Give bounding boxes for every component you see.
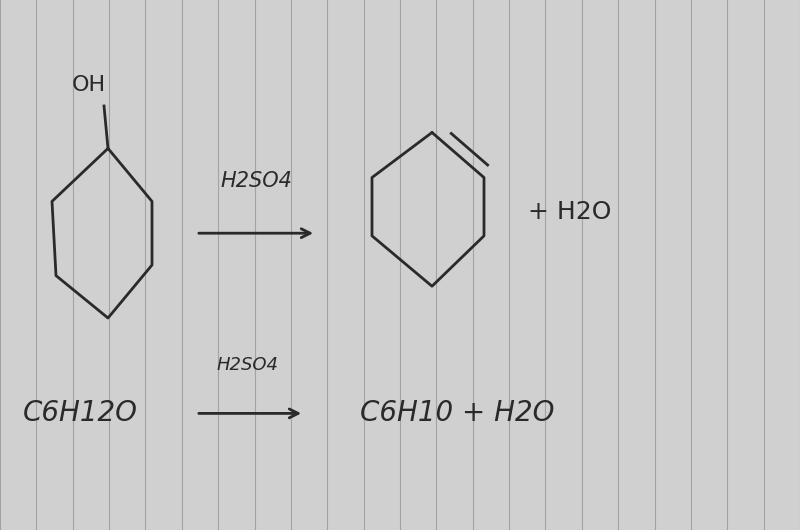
Text: + H2O: + H2O: [528, 200, 611, 224]
Text: H2SO4: H2SO4: [217, 356, 279, 374]
Text: C6H12O: C6H12O: [22, 400, 138, 427]
Text: H2SO4: H2SO4: [220, 171, 292, 191]
Text: C6H10 + H2O: C6H10 + H2O: [360, 400, 554, 427]
Text: OH: OH: [72, 75, 106, 95]
